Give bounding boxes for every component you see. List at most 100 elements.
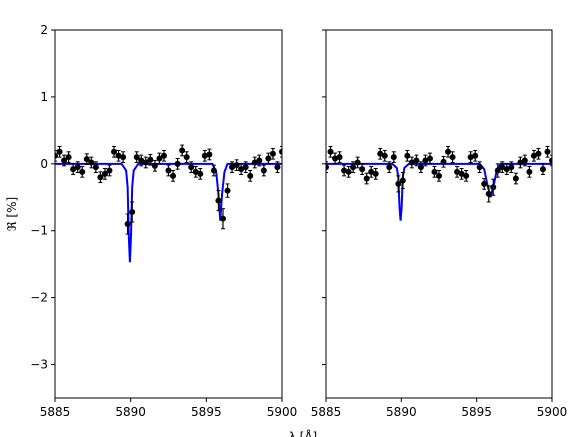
data-point xyxy=(463,172,470,179)
data-point xyxy=(345,168,352,175)
y-tick-label: 0 xyxy=(40,157,48,171)
data-point xyxy=(436,172,442,179)
data-point xyxy=(269,150,276,157)
data-point xyxy=(512,175,519,182)
y-tick-label: −1 xyxy=(30,224,48,238)
data-point xyxy=(192,168,199,175)
data-point xyxy=(174,160,181,167)
data-point xyxy=(74,164,81,171)
data-point xyxy=(224,187,231,194)
data-point xyxy=(481,180,488,187)
data-point xyxy=(422,157,429,164)
data-point xyxy=(147,156,154,163)
data-point xyxy=(332,155,339,162)
data-point xyxy=(165,167,172,174)
data-point xyxy=(142,159,149,166)
plot-area xyxy=(326,145,552,221)
data-point xyxy=(265,155,272,162)
data-point xyxy=(97,174,104,181)
data-point xyxy=(485,190,492,197)
data-point xyxy=(508,164,515,171)
data-point xyxy=(395,180,402,187)
data-point xyxy=(115,152,122,159)
data-point xyxy=(156,155,163,162)
data-point xyxy=(381,152,388,159)
data-point xyxy=(530,152,537,159)
data-point xyxy=(341,167,348,174)
data-point xyxy=(521,157,528,164)
axes-frame xyxy=(54,29,283,399)
data-point xyxy=(327,148,334,155)
data-point xyxy=(274,164,281,171)
data-point xyxy=(490,184,497,191)
x-tick-label: 5885 xyxy=(311,405,342,419)
x-tick-label: 5895 xyxy=(461,405,492,419)
data-point xyxy=(426,155,433,162)
data-point xyxy=(133,154,140,161)
data-point xyxy=(359,166,366,173)
data-point xyxy=(215,197,222,204)
x-tick-label: 5890 xyxy=(386,405,417,419)
data-point xyxy=(363,175,370,182)
data-point xyxy=(260,167,267,174)
data-point xyxy=(440,158,447,165)
data-point xyxy=(445,148,452,155)
data-point xyxy=(539,166,546,173)
data-point xyxy=(417,164,424,171)
y-tick-label: −3 xyxy=(30,358,48,372)
data-point xyxy=(188,164,195,171)
data-point xyxy=(431,168,438,175)
x-tick-label: 5900 xyxy=(267,405,298,419)
data-point xyxy=(372,170,379,177)
data-point xyxy=(350,164,357,171)
data-point xyxy=(354,159,361,166)
data-point xyxy=(197,170,204,177)
data-point xyxy=(279,148,282,155)
data-point xyxy=(454,168,461,175)
data-point xyxy=(70,166,77,173)
data-point xyxy=(499,164,506,171)
x-axis-label: λ [Å] xyxy=(289,429,318,437)
data-point xyxy=(413,157,420,164)
data-point xyxy=(106,167,113,174)
data-point xyxy=(56,148,63,155)
data-point xyxy=(472,152,479,159)
data-point xyxy=(160,152,167,159)
plot-area xyxy=(55,144,282,263)
axes-frame xyxy=(325,29,553,399)
x-tick-label: 5895 xyxy=(191,405,222,419)
data-point xyxy=(238,166,245,173)
y-tick-label: 1 xyxy=(40,90,48,104)
data-point xyxy=(183,154,190,161)
data-point xyxy=(476,164,483,171)
data-point xyxy=(219,215,226,222)
data-point xyxy=(256,157,263,164)
data-point xyxy=(65,154,72,161)
data-point xyxy=(449,154,456,161)
data-point xyxy=(101,170,108,177)
data-point xyxy=(170,172,177,179)
data-point xyxy=(336,154,343,161)
data-point xyxy=(368,168,375,175)
data-point xyxy=(210,167,217,174)
data-point xyxy=(206,151,213,158)
data-point xyxy=(124,221,131,228)
data-point xyxy=(120,154,127,161)
data-point xyxy=(229,164,236,171)
model-line xyxy=(55,162,282,263)
data-point xyxy=(517,159,524,166)
x-tick-label: 5890 xyxy=(115,405,146,419)
data-point xyxy=(494,167,501,174)
data-point xyxy=(92,164,99,171)
data-point xyxy=(386,164,393,171)
data-point xyxy=(408,159,415,166)
data-point xyxy=(138,157,145,164)
data-point xyxy=(129,208,136,215)
data-point xyxy=(458,170,465,177)
x-tick-label: 5900 xyxy=(537,405,568,419)
data-point xyxy=(326,164,329,171)
data-point xyxy=(83,156,90,163)
y-axis-label: ℜ [%] xyxy=(5,197,19,231)
x-tick-label: 5885 xyxy=(40,405,71,419)
